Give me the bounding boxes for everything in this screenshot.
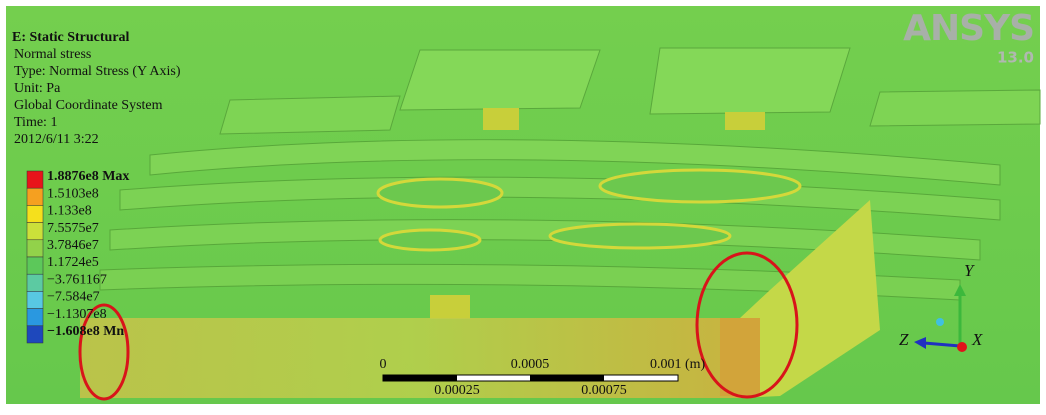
scale-bar — [383, 375, 678, 381]
legend-label: 7.5575e7 — [47, 221, 99, 236]
axis-label: Z — [899, 330, 909, 349]
legend-swatch — [27, 240, 43, 257]
header-line: Normal stress — [14, 47, 91, 62]
legend-label: −1.608e8 Mn — [47, 324, 124, 339]
legend-label: 3.7846e7 — [47, 238, 99, 253]
legend-label: 1.1724e5 — [47, 255, 99, 270]
legend-swatch — [27, 309, 43, 326]
legend-swatch — [27, 171, 43, 188]
legend-label: 1.133e8 — [47, 204, 92, 219]
scale-label: 0.00025 — [434, 383, 480, 398]
legend-swatch — [27, 257, 43, 274]
legend-swatch — [27, 223, 43, 240]
logo-version: 13.0 — [997, 49, 1034, 67]
legend-label: 1.5103e8 — [47, 186, 99, 201]
legend-swatch — [27, 274, 43, 291]
header-line: Type: Normal Stress (Y Axis) — [14, 64, 181, 79]
logo: ANSYS — [903, 8, 1034, 49]
scale-label: 0.001 (m) — [650, 357, 706, 372]
legend-label: −3.761167 — [47, 272, 107, 287]
scale-label: 0 — [380, 357, 387, 372]
analysis-title: E: Static Structural — [12, 30, 130, 45]
legend-swatch — [27, 326, 43, 343]
legend-label: −1.1307e8 — [47, 307, 107, 322]
header-line: Time: 1 — [14, 115, 57, 130]
scale-label: 0.00075 — [581, 383, 627, 398]
legend-swatch — [27, 291, 43, 308]
viewport: E: Static Structural Normal stress Type: … — [0, 0, 1046, 410]
scale-label: 0.0005 — [511, 357, 550, 372]
legend-label: −7.584e7 — [47, 290, 100, 305]
legend-label: 1.8876e8 Max — [47, 169, 129, 184]
header-line: Unit: Pa — [14, 81, 61, 96]
axis-label: X — [971, 330, 983, 349]
axis-label: Y — [964, 261, 975, 280]
legend-swatch — [27, 188, 43, 205]
header-line: 2012/6/11 3:22 — [14, 132, 99, 147]
legend-swatch — [27, 205, 43, 222]
header-line: Global Coordinate System — [14, 98, 163, 113]
